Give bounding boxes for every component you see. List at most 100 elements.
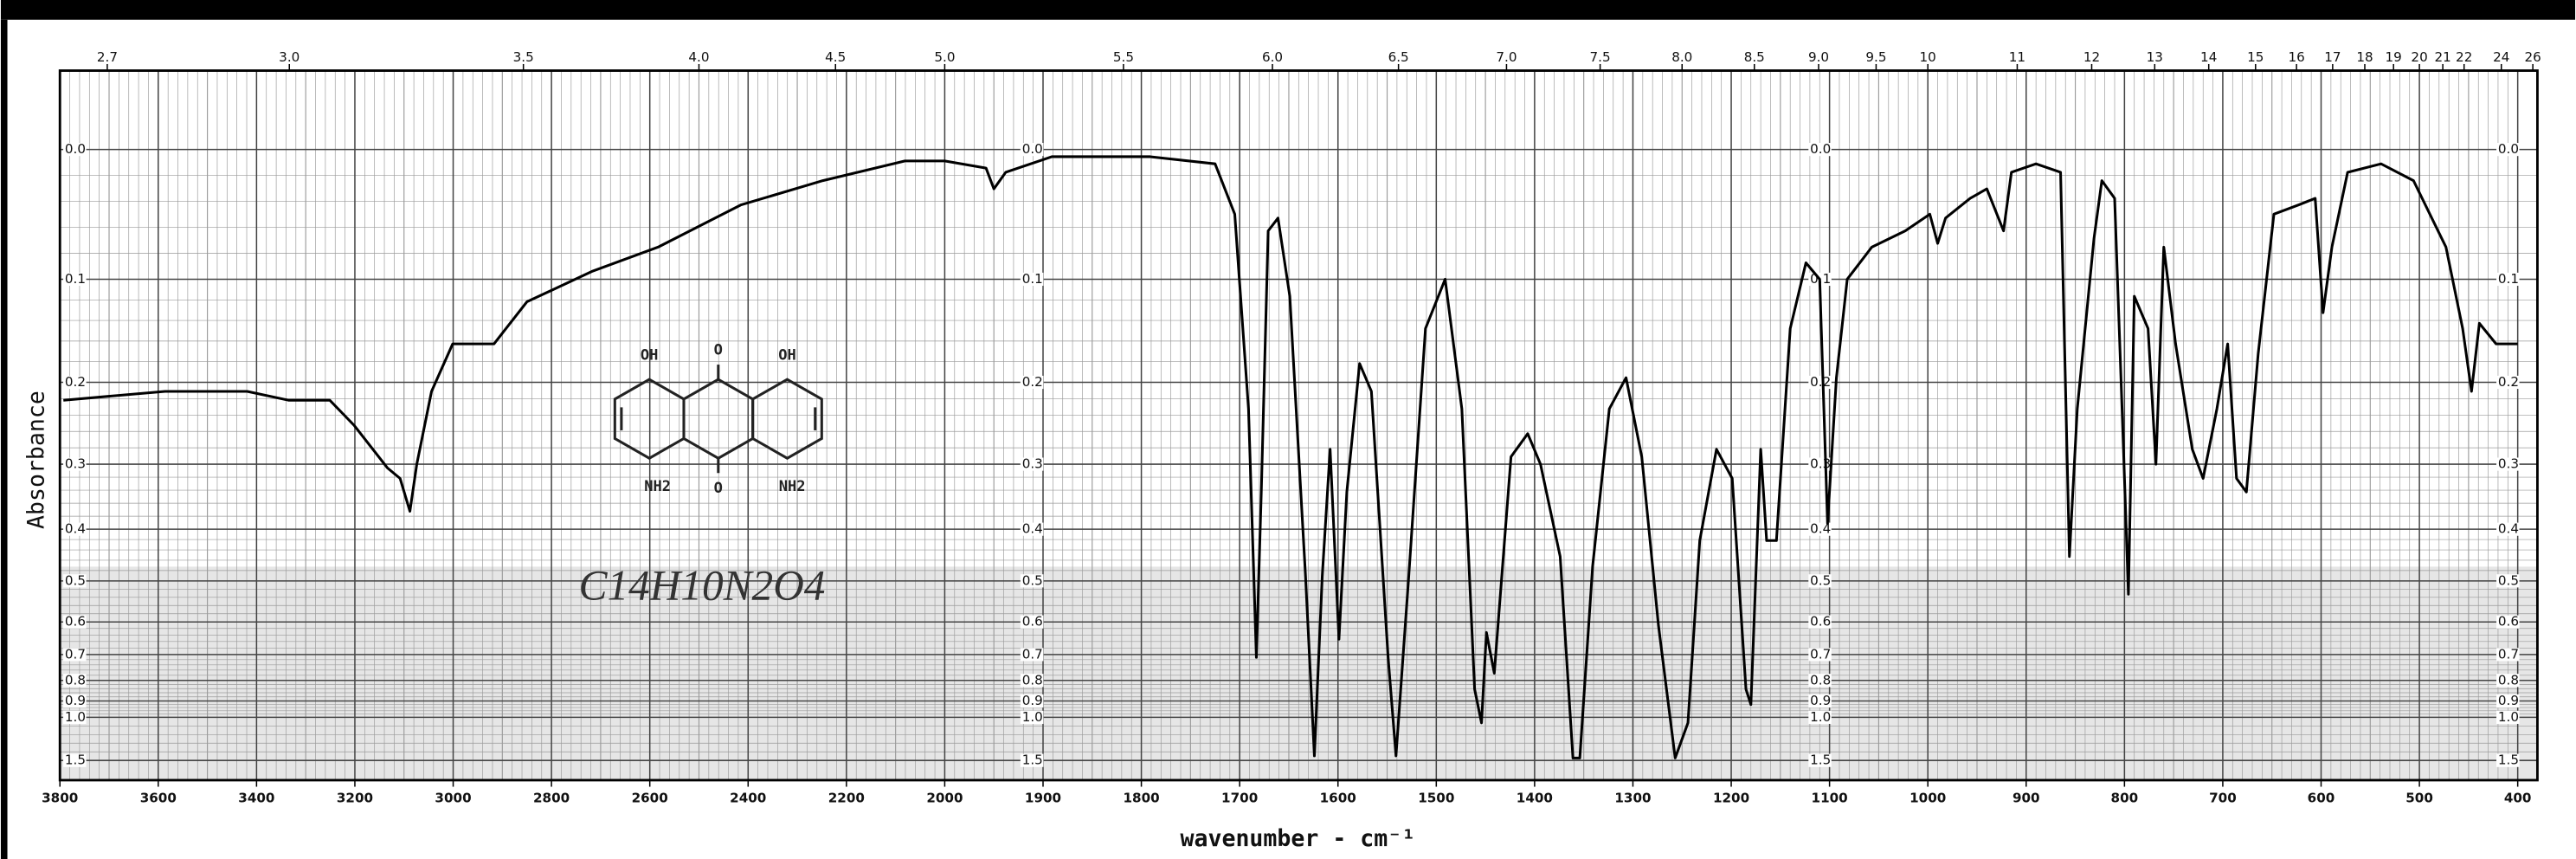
y-tick-label: 0.8 [65,672,86,688]
tick-label-bg [1808,615,1832,629]
x-tick-label: 3800 [42,790,78,805]
tick-label-bg [63,710,87,724]
y-tick-label: 0.3 [1022,456,1043,472]
y-tick-label: 0.7 [2498,646,2519,662]
structure-label: NH2 [644,478,671,495]
top-tick-label: 21 [2434,49,2450,65]
x-tick-label: 1700 [1221,790,1258,805]
y-axis-label: Absorbance [23,391,49,529]
top-tick-label: 26 [2524,49,2541,65]
y-tick-label: 0.0 [1022,141,1043,157]
y-tick-label: 0.2 [65,374,86,390]
y-tick-label: 0.2 [1810,374,1831,390]
tick-label-bg [1020,272,1044,287]
y-tick-label: 1.0 [65,709,86,725]
tick-label-bg [63,648,87,662]
tick-label-bg [2496,457,2520,471]
y-tick-label: 0.7 [1810,646,1831,662]
x-tick-label: 2200 [828,790,865,805]
x-tick-label: 900 [2012,790,2040,805]
x-tick-label: 1900 [1025,790,1061,805]
tick-label-bg [1808,143,1832,157]
x-tick-label: 1300 [1614,790,1651,805]
top-tick-label: 5.5 [1113,49,1134,65]
top-tick-label: 3.5 [513,49,534,65]
y-tick-label: 0.4 [65,521,86,537]
tick-label-bg [63,574,87,588]
tick-label-bg [1020,710,1044,724]
y-tick-label: 0.8 [1022,672,1043,688]
tick-label-bg [1808,375,1832,390]
spectrum-line [63,155,2518,759]
y-tick-label: 1.0 [1022,709,1043,725]
tick-label-bg [1808,648,1832,662]
tick-label-bg [63,674,87,688]
x-tick-label: 1100 [1812,790,1848,805]
y-tick-label: 1.5 [1810,752,1831,768]
y-tick-label: 0.8 [1810,672,1831,688]
tick-label-bg [1020,574,1044,588]
y-tick-label: 0.0 [2498,141,2519,157]
x-tick-label: 2800 [533,790,570,805]
y-tick-label: 0.5 [1022,572,1043,588]
left-edge [0,19,8,859]
y-tick-label: 0.4 [1810,521,1831,537]
y-tick-label: 0.1 [65,271,86,287]
tick-label-bg [2496,694,2520,708]
top-tick-label: 6.0 [1262,49,1283,65]
tick-label-bg [2496,143,2520,157]
tick-label-bg [63,615,87,629]
top-tick-label: 7.0 [1496,49,1517,65]
x-tick-label: 3200 [337,790,373,805]
top-tick-label: 9.0 [1808,49,1829,65]
y-tick-label: 0.4 [2498,521,2519,537]
y-tick-label: 1.5 [2498,752,2519,768]
tick-label-bg [2496,615,2520,629]
grid [59,70,2538,780]
top-tick-label: 12 [2083,49,2100,65]
x-tick-label: 1000 [1909,790,1946,805]
tick-label-bg [1020,674,1044,688]
x-tick-label: 2400 [730,790,766,805]
top-tick-label: 8.5 [1744,49,1765,65]
tick-label-bg [1808,694,1832,708]
plot-frame [58,69,2539,782]
tick-label-bg [2496,674,2520,688]
y-tick-label: 0.6 [65,614,86,630]
y-tick-label: 0.3 [65,456,86,472]
top-tick-label: 13 [2147,49,2163,65]
x-axis-label: wavenumber - cm⁻¹ [1181,825,1416,852]
tick-label-bg [2496,648,2520,662]
tick-label-bg [2496,753,2520,767]
tick-label-bg [63,375,87,390]
x-tick-label: 400 [2504,790,2532,805]
tick-label-bg [1808,674,1832,688]
y-tick-label: 0.0 [65,141,86,157]
y-tick-label: 0.9 [1022,693,1043,708]
x-tick-label: 700 [2209,790,2237,805]
top-tick-label: 18 [2356,49,2373,65]
top-tick-label: 14 [2200,49,2217,65]
y-tick-label: 0.9 [65,693,86,708]
top-tick-label: 17 [2324,49,2341,65]
tick-label-bg [1808,753,1832,767]
y-tick-label: 0.5 [2498,572,2519,588]
x-tick-label: 1600 [1320,790,1356,805]
x-tick-label: 3600 [140,790,177,805]
tick-label-bg [1020,375,1044,390]
tick-label-bg [1020,648,1044,662]
y-tick-label: 0.6 [2498,614,2519,630]
y-tick-label: 0.1 [1022,271,1043,287]
x-tick-label: 2000 [926,790,963,805]
tick-label-bg [63,753,87,767]
y-tick-label: 0.2 [2498,374,2519,390]
structure-label: O [714,480,723,497]
y-tick-label: 1.5 [1022,752,1043,768]
top-tick-label: 8.0 [1671,49,1692,65]
ring [751,378,823,460]
top-tick-label: 15 [2247,49,2264,65]
tick-label-bg [2496,522,2520,536]
formula: C14H10N2O4 [579,561,826,609]
tick-label-bg [2496,272,2520,287]
y-tick-label: 0.0 [1810,141,1831,157]
